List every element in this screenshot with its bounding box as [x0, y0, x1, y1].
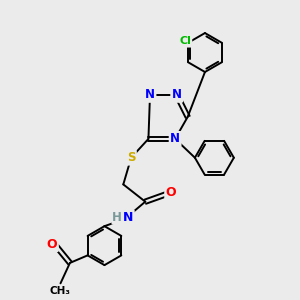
- Text: H: H: [112, 211, 122, 224]
- Text: O: O: [47, 238, 57, 250]
- Text: Cl: Cl: [179, 36, 191, 46]
- Text: CH₃: CH₃: [50, 286, 71, 296]
- Text: N: N: [145, 88, 155, 101]
- Text: N: N: [170, 132, 180, 146]
- Text: N: N: [172, 88, 182, 101]
- Text: S: S: [127, 151, 135, 164]
- Text: N: N: [123, 211, 133, 224]
- Text: O: O: [166, 186, 176, 199]
